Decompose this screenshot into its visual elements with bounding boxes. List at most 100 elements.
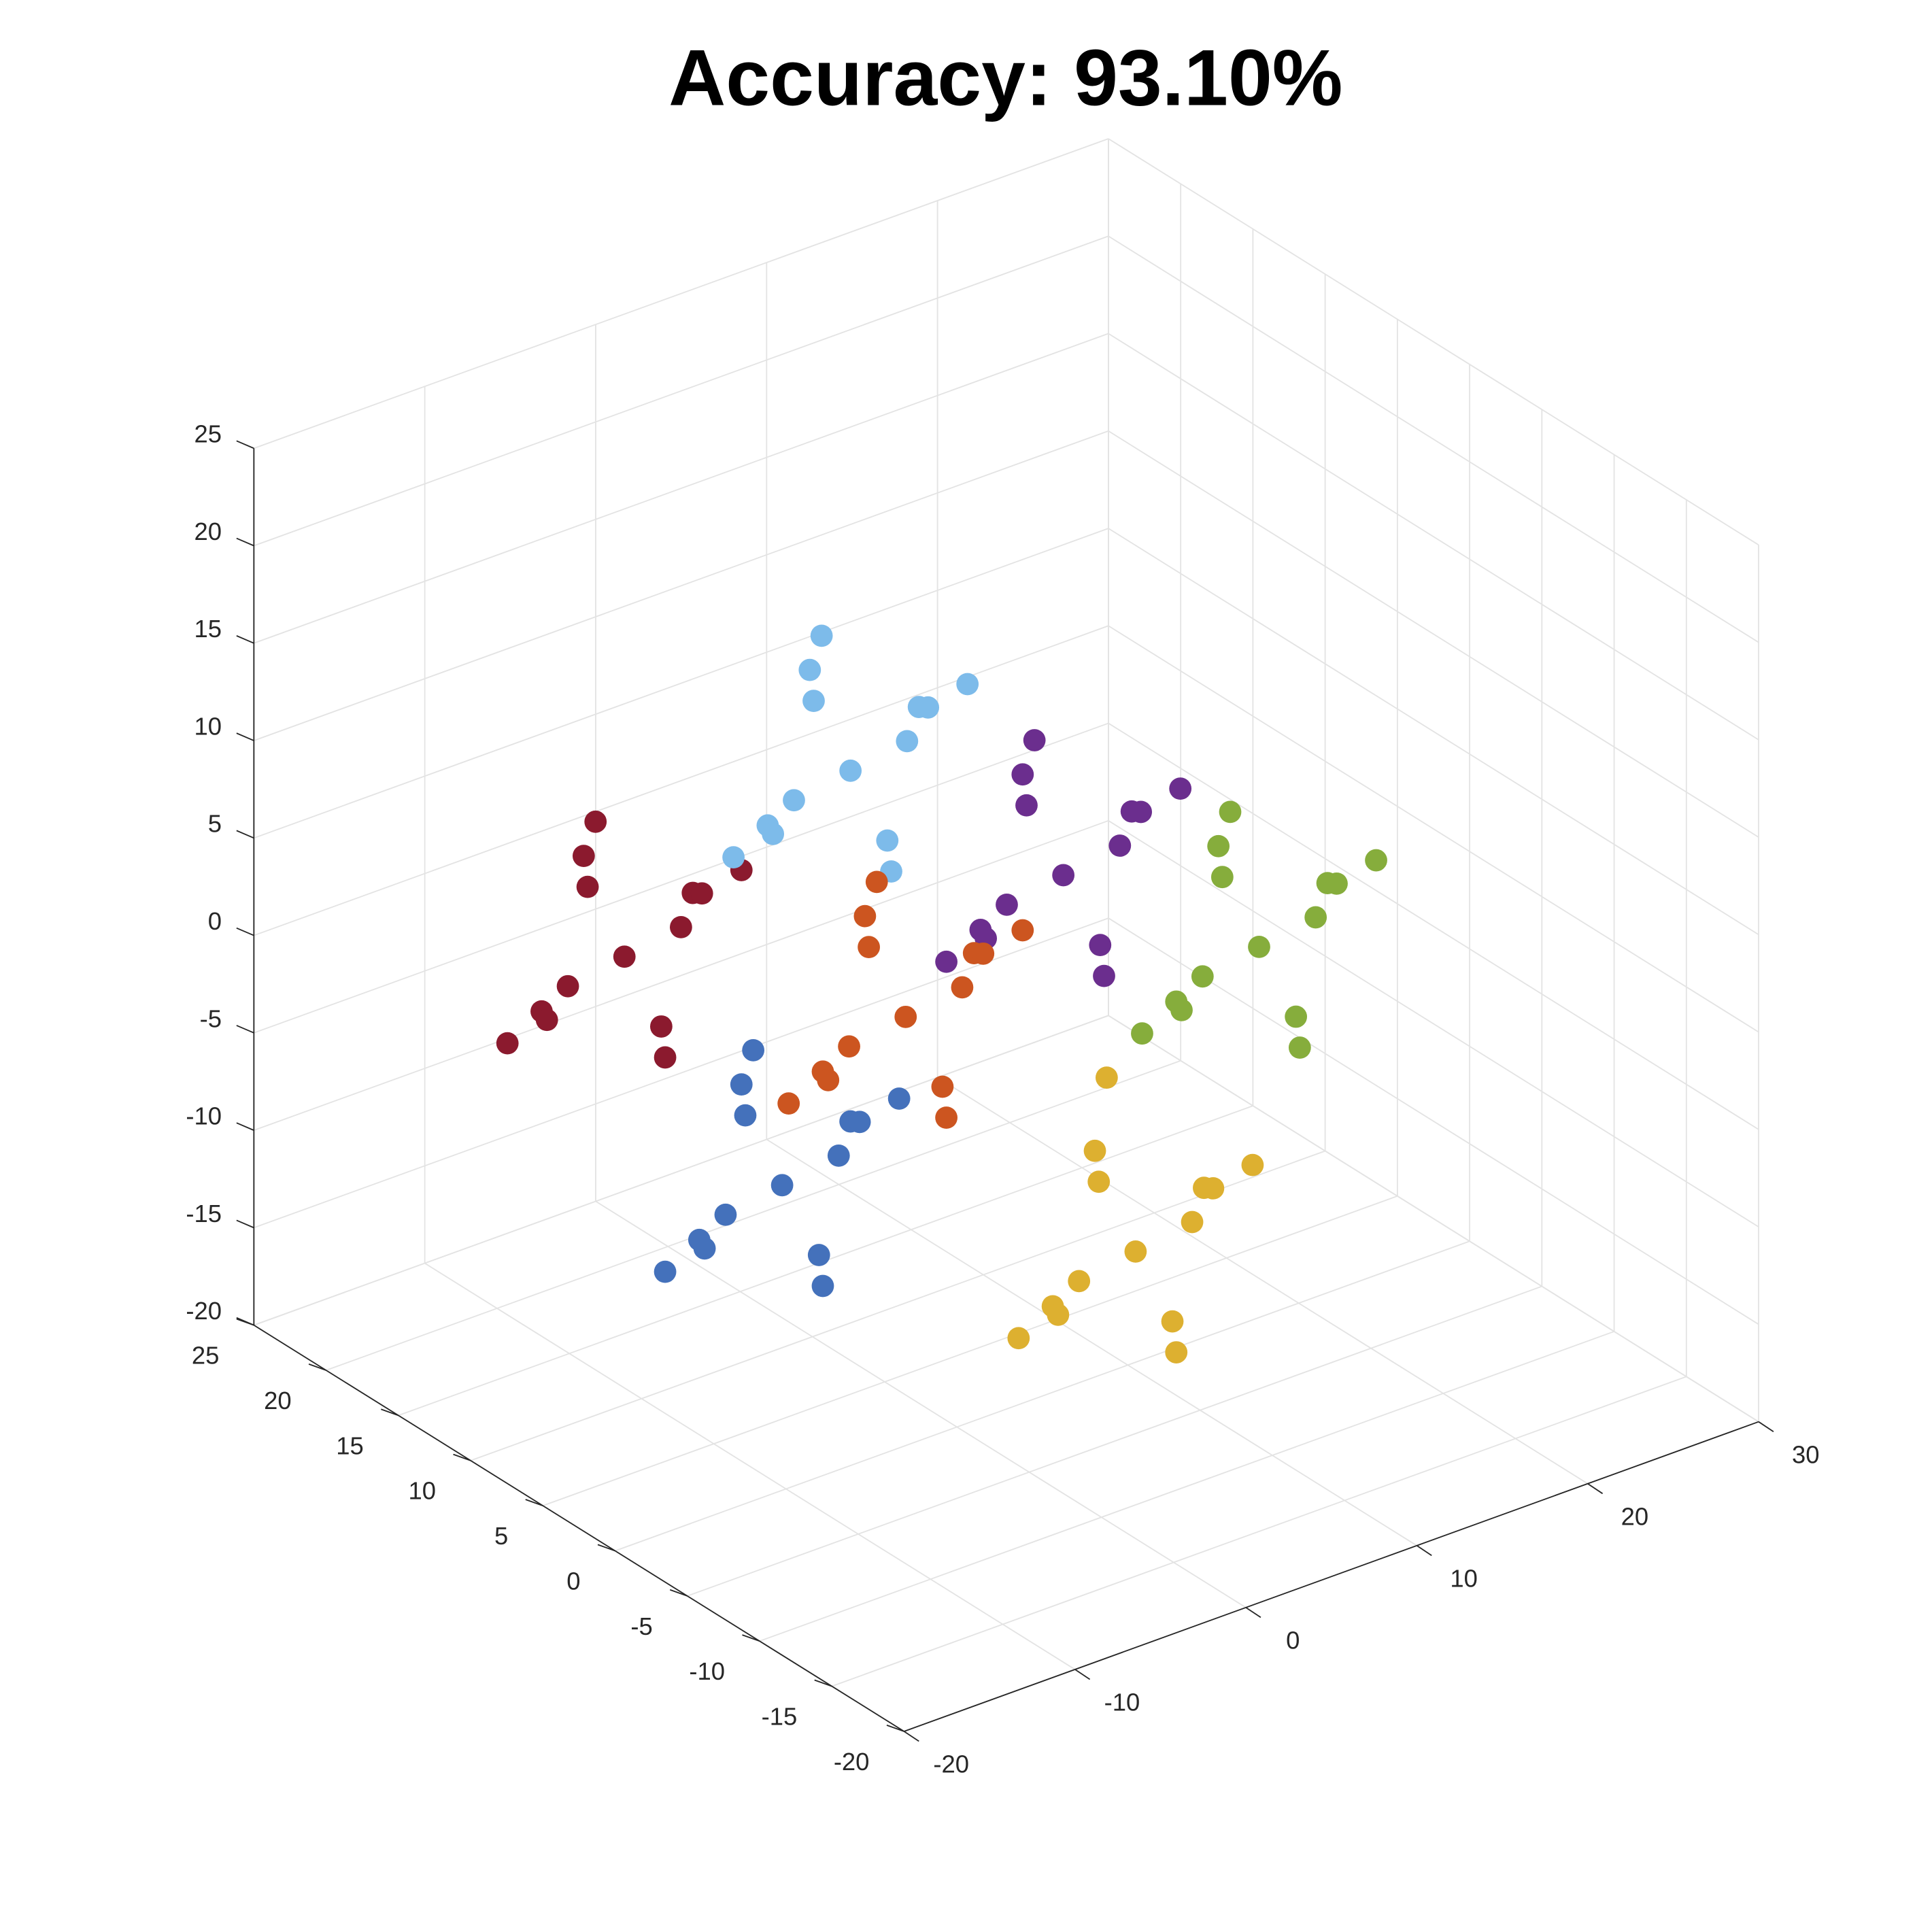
point: [827, 1144, 850, 1167]
x-tick-label: 10: [1450, 1564, 1478, 1592]
point: [1365, 849, 1387, 872]
grid-line: [1108, 138, 1759, 546]
point: [1241, 1153, 1264, 1176]
point: [894, 1005, 917, 1028]
grid-line: [254, 528, 1109, 839]
y-tick-label: -15: [762, 1703, 798, 1731]
grid-line: [615, 1240, 1470, 1552]
z-tick-label: 25: [194, 420, 222, 448]
point: [1108, 834, 1132, 857]
point: [807, 1244, 830, 1266]
grid-line: [254, 819, 1109, 1131]
y-tick-label: -10: [689, 1657, 725, 1685]
point: [1210, 866, 1234, 889]
z-tick-label: 10: [194, 712, 222, 740]
point: [654, 1260, 677, 1283]
point: [1052, 864, 1075, 887]
point: [1007, 1327, 1030, 1350]
point: [996, 893, 1018, 916]
grid-line: [766, 1138, 1417, 1546]
point: [1047, 1304, 1070, 1326]
point: [693, 1237, 716, 1260]
point: [734, 1104, 757, 1127]
point: [1131, 1022, 1153, 1045]
point: [811, 1274, 834, 1298]
point: [1325, 872, 1348, 895]
point: [1089, 934, 1112, 957]
y-tick-label: 15: [336, 1431, 363, 1459]
grid-line: [1108, 1015, 1759, 1423]
z-tick-label: -10: [186, 1102, 222, 1130]
point: [865, 870, 888, 894]
grid-line: [831, 1376, 1687, 1687]
point: [777, 1092, 800, 1115]
y-tick-label: 0: [566, 1567, 580, 1595]
grid-line: [595, 1200, 1247, 1608]
grid-line: [937, 1077, 1589, 1485]
point: [848, 1111, 871, 1134]
point: [917, 696, 940, 719]
tick-mark: [1587, 1482, 1604, 1495]
grid-line: [254, 430, 1109, 741]
grid-line: [759, 1331, 1614, 1642]
point: [1207, 834, 1230, 858]
tick-mark: [525, 1499, 543, 1506]
tick-mark: [669, 1589, 688, 1597]
point: [802, 690, 825, 713]
point: [1165, 1341, 1188, 1363]
tick-mark: [236, 830, 254, 839]
point: [876, 829, 899, 852]
point: [496, 1032, 519, 1055]
point: [1093, 964, 1115, 987]
x-tick-label: 20: [1621, 1502, 1649, 1530]
z-tick-label: 20: [194, 518, 222, 545]
point: [1083, 1139, 1106, 1162]
point: [572, 845, 595, 868]
point: [858, 936, 880, 959]
point: [1219, 800, 1242, 824]
point: [535, 1009, 558, 1032]
y-tick-label: -20: [834, 1748, 870, 1776]
point: [770, 1174, 794, 1197]
grid-line: [1108, 333, 1759, 741]
point: [896, 730, 919, 753]
axis-line: [253, 1324, 904, 1732]
point: [714, 1203, 737, 1226]
tick-mark: [236, 732, 254, 741]
tick-mark: [742, 1634, 760, 1642]
grid-line: [687, 1285, 1542, 1597]
point: [730, 1073, 753, 1096]
grid-line: [1108, 625, 1759, 1033]
point: [956, 673, 979, 696]
grid-line: [1108, 528, 1759, 936]
point: [817, 1068, 840, 1091]
z-tick-label: 15: [194, 615, 222, 643]
tick-mark: [308, 1363, 326, 1371]
point: [931, 1075, 954, 1098]
point: [798, 658, 821, 681]
tick-mark: [236, 635, 254, 644]
tick-mark: [236, 1122, 254, 1131]
point: [1248, 935, 1270, 958]
point: [584, 810, 607, 833]
y-tick-label: 20: [264, 1387, 292, 1414]
tick-mark: [1758, 1421, 1774, 1433]
point: [1304, 906, 1327, 929]
tick-mark: [814, 1679, 832, 1687]
tick-mark: [236, 1317, 254, 1326]
z-tick-label: 5: [208, 810, 222, 838]
point: [1023, 729, 1046, 751]
point: [670, 915, 692, 938]
grid-line: [254, 235, 1109, 547]
point: [1285, 1005, 1308, 1028]
x-tick-label: -20: [933, 1750, 969, 1778]
grid-line: [254, 1015, 1109, 1326]
z-tick-label: 0: [208, 907, 222, 935]
point: [762, 822, 785, 845]
y-tick-label: -5: [630, 1612, 652, 1640]
z-tick-label: -20: [186, 1297, 222, 1325]
point: [1068, 1270, 1091, 1293]
x-tick-label: -10: [1104, 1689, 1140, 1716]
point: [1202, 1177, 1225, 1200]
